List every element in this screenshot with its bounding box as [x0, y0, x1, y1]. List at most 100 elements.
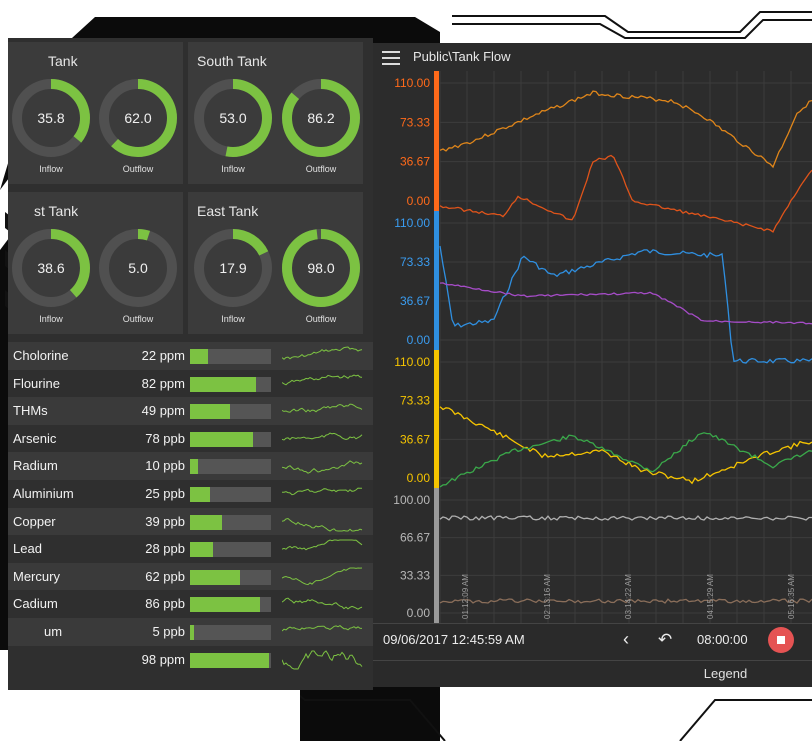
series-line [439, 515, 812, 521]
list-item[interactable]: Aluminium 25 ppb [8, 480, 373, 508]
level-bar [190, 542, 271, 558]
level-bar-fill [190, 376, 257, 392]
trend-header: Public\Tank Flow [373, 43, 812, 72]
series-line [439, 245, 812, 364]
axis-tick-label: 73.33 [400, 394, 430, 408]
gauge-arc [194, 229, 272, 307]
sparkline-path [282, 517, 363, 532]
inflow-gauge: 17.9 Inflow [193, 228, 273, 338]
param-name: um [44, 624, 63, 639]
chevron-left-icon[interactable]: ‹ [623, 629, 629, 649]
param-value: 62 ppb [145, 568, 185, 584]
list-item[interactable]: Cholorine 22 ppm [8, 342, 373, 370]
series-line [439, 154, 812, 233]
gauge-value: 17.9 [219, 260, 247, 276]
axis-tick-label: 36.67 [400, 432, 430, 446]
outflow-gauge: 98.0 Outflow [281, 228, 361, 338]
param-name: THMs [13, 403, 48, 419]
series-line [439, 598, 812, 604]
gauge-value: 86.2 [307, 110, 335, 126]
tank-card: st Tank 38.6 Inflow 5.0 Outflow [8, 192, 183, 334]
tank-title: South Tank [197, 53, 267, 69]
list-item[interactable]: Radium 10 ppb [8, 452, 373, 480]
level-bar-fill [190, 542, 213, 558]
tank-card: Tank 35.8 Inflow 62.0 Outflow [8, 42, 183, 184]
outflow-gauge: 86.2 Outflow [281, 78, 361, 188]
stop-icon [777, 636, 785, 644]
sparkline-path [282, 649, 363, 670]
trend-footer: 09/06/2017 12:45:59 AM ‹ ↶ 08:00:00 Lege… [373, 623, 812, 687]
level-bar [190, 487, 271, 502]
list-item[interactable]: um 5 ppb [8, 618, 373, 646]
list-item[interactable]: Copper 39 ppb [8, 507, 373, 536]
outflow-gauge: 62.0 Outflow [98, 78, 178, 188]
level-bar [190, 404, 271, 420]
time-span[interactable]: 08:00:00 [697, 632, 748, 647]
list-item[interactable]: Cadium 86 ppb [8, 590, 373, 618]
time-axis-label: 01:12:09 AM [461, 574, 470, 619]
list-item[interactable]: Flourine 82 ppm [8, 370, 373, 398]
sparkline-path [282, 460, 363, 475]
sparkline-path [282, 403, 363, 413]
param-name: Cholorine [13, 348, 69, 363]
param-name: Cadium [13, 596, 58, 612]
level-bar-fill [190, 404, 230, 420]
sparkline [282, 460, 363, 475]
gauge-label: Outflow [122, 164, 154, 174]
gauge-label: Outflow [305, 314, 337, 324]
list-item[interactable]: Mercury 62 ppb [8, 562, 373, 591]
param-value: 98 ppm [141, 651, 185, 667]
left-panel: Tank 35.8 Inflow 62.0 Outflow South Tank… [8, 38, 373, 690]
current-timestamp: 09/06/2017 12:45:59 AM [383, 632, 525, 647]
stop-button[interactable] [768, 627, 794, 653]
gauge-label: Inflow [39, 314, 63, 324]
sparkline [282, 432, 363, 441]
series-line [439, 432, 812, 488]
gauge-arc [99, 79, 177, 157]
param-name: Flourine [13, 375, 60, 391]
gauge-arc [12, 229, 90, 307]
sparkline [282, 403, 363, 413]
time-axis-label: 05:16:35 AM [787, 574, 796, 619]
sparkline-path [282, 432, 363, 441]
param-value: 22 ppm [141, 348, 185, 363]
param-value: 49 ppm [141, 403, 185, 419]
param-name: Lead [13, 541, 42, 557]
list-item[interactable]: THMs 49 ppm [8, 397, 373, 425]
level-bar [190, 349, 271, 364]
time-axis-label: 03:14:22 AM [624, 574, 633, 619]
axis-tick-label: 73.33 [400, 115, 430, 129]
inflow-gauge: 38.6 Inflow [11, 228, 91, 338]
gauge-value: 53.0 [219, 110, 247, 126]
trend-panel: Public\Tank Flow 110.00 73.33 36.67 0.00 110… [373, 43, 812, 687]
param-value: 86 ppb [145, 596, 185, 612]
trend-chart[interactable]: 110.00 73.33 36.67 0.00 110.00 73.33 36.67 0.00… [373, 71, 812, 623]
legend-bar[interactable]: Legend [373, 660, 812, 688]
level-bar-fill [190, 625, 195, 640]
axis-tick-label: 33.33 [400, 568, 430, 582]
axis-tick-label: 0.00 [407, 606, 431, 620]
gauge-arc [12, 79, 90, 157]
sparkline-path [282, 346, 363, 360]
hamburger-menu-icon[interactable] [382, 51, 400, 65]
list-item[interactable]: 98 ppm [8, 646, 373, 674]
level-bar [190, 597, 271, 613]
gauge-label: Inflow [221, 164, 245, 174]
param-value: 78 ppb [145, 430, 185, 446]
param-name: Copper [13, 513, 56, 529]
level-bar-fill [190, 652, 270, 668]
undo-icon[interactable]: ↶ [658, 630, 673, 649]
level-bar-fill [190, 349, 208, 364]
level-bar [190, 625, 271, 640]
sparkline [282, 487, 363, 496]
tank-card: East Tank 17.9 Inflow 98.0 Outflow [188, 192, 363, 334]
series-line [439, 90, 812, 169]
list-item[interactable]: Lead 28 ppb [8, 535, 373, 563]
param-name: Radium [13, 458, 58, 474]
level-bar [190, 514, 271, 530]
level-bar-fill [190, 597, 260, 613]
list-item[interactable]: Arsenic 78 ppb [8, 425, 373, 453]
legend-label: Legend [703, 666, 748, 681]
axis-tick-label: 0.00 [407, 471, 431, 485]
sparkline [282, 649, 363, 670]
